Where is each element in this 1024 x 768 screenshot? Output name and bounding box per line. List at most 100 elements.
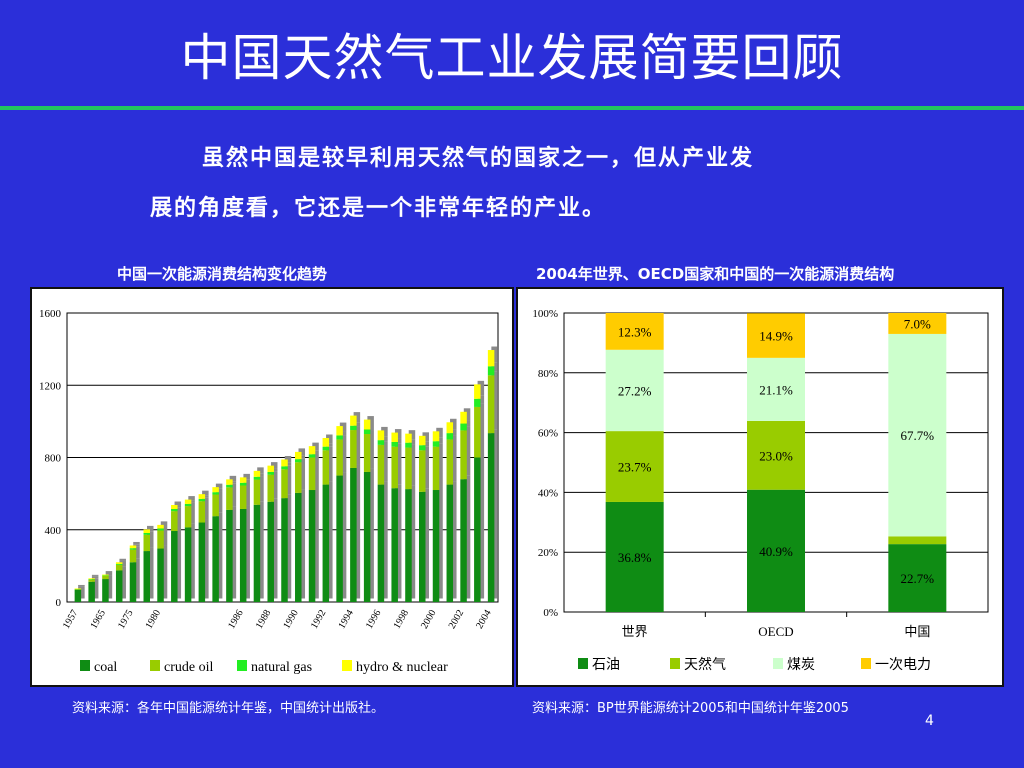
left-bar-coal [350,467,357,602]
left-x-tick-label: 1994 [336,608,356,631]
left-legend-swatch [237,660,247,671]
left-bar-shadow [491,429,498,599]
left-bar-shadow [78,586,85,599]
left-y-tick-label: 1600 [39,308,62,320]
left-bar-shadow [284,462,292,466]
left-bar-crude-oil [281,469,288,499]
left-bar-shadow [215,491,223,513]
left-bar-hydro-nuclear [487,350,495,367]
left-bar-natural-gas [391,441,398,447]
left-bar-shadow [477,454,485,599]
left-bar-natural-gas [226,484,233,488]
left-bar-shadow [91,574,99,576]
right-bar-segment [605,501,664,612]
left-bar-shadow [298,458,306,490]
left-bar-hydro-nuclear [418,435,426,446]
left-bar-hydro-nuclear [363,419,371,430]
left-bar-hydro-nuclear [474,384,481,399]
right-data-label: 22.7% [901,571,935,586]
left-bar-natural-gas [171,508,178,512]
left-bar-hydro-nuclear [295,451,302,460]
left-bar-crude-oil [460,430,467,480]
left-bar-shadow [408,439,416,445]
left-x-tick-label: 2000 [419,608,439,631]
left-bar-crude-oil [184,506,192,528]
left-bar-crude-oil [446,439,454,485]
left-bar-crude-oil [74,588,82,590]
right-bar-segment [888,313,947,334]
left-bar-shadow [215,488,223,492]
left-bar-hydro-nuclear [212,487,219,493]
left-bar-coal [377,484,385,602]
left-chart-panel: 0 400 800 1200 1600 1957 1965 1975 1980 1986 1988 1… [30,287,514,687]
left-bar-shadow [491,371,498,430]
left-bar-coal [432,490,440,602]
right-data-label: 21.1% [759,382,793,397]
left-y-tick-label: 400 [45,525,62,537]
right-legend-swatch [670,658,680,669]
left-bar-crude-oil [405,447,412,490]
left-bar-shadow [284,455,292,463]
left-bar-crude-oil [350,430,357,468]
left-bar-coal [405,489,412,602]
left-bar-crude-oil [198,501,206,523]
left-bar-shadow [160,545,168,599]
left-bar-shadow [270,468,278,472]
left-bar-shadow [78,584,85,586]
title-divider [0,106,1024,110]
right-legend-swatch [578,658,588,669]
left-bar-natural-gas [460,423,467,431]
left-bar-shadow [270,498,278,599]
left-bar-hydro-nuclear [308,446,316,455]
left-bar-shadow [188,523,195,599]
right-bar-segment [747,357,805,421]
left-bar-shadow [284,465,292,495]
left-bar-shadow [312,442,319,451]
left-bar-shadow [202,497,209,520]
left-bar-shadow [229,475,237,482]
left-x-tick-label: 1992 [309,608,329,631]
left-bar-coal [239,508,247,602]
left-bar-shadow [491,362,498,372]
left-bar-hydro-nuclear [157,524,164,529]
left-bar-crude-oil [267,474,274,502]
left-bar-natural-gas [184,503,192,507]
left-bar-shadow [105,571,113,573]
left-bar-crude-oil [143,534,151,552]
left-bar-coal [102,579,109,602]
right-x-tick-label: 中国 [904,624,930,639]
left-bar-shadow [257,476,264,502]
left-bar-natural-gas [350,425,357,431]
left-bar-shadow [450,481,457,599]
right-y-tick-label: 0% [543,607,558,619]
left-bar-natural-gas [363,429,371,435]
left-bar-shadow [312,486,319,599]
left-bar-crude-oil [418,450,426,492]
left-bar-crude-oil [432,446,440,491]
left-bar-hydro-nuclear [74,588,82,589]
left-bar-shadow [353,426,361,465]
left-bar-coal [267,501,274,602]
left-bar-coal [198,522,206,602]
left-x-tick-label: 1990 [281,608,301,631]
left-bar-shadow [133,544,140,547]
left-chart-svg: 0 400 800 1200 1600 1957 1965 1975 1980 1986 1988 1… [39,308,499,675]
left-bar-hydro-nuclear [322,437,330,447]
left-bar-shadow [381,481,388,599]
left-bar-coal [295,492,302,602]
left-bar-crude-oil [226,487,233,510]
left-bar-coal [171,531,178,602]
right-bar-segment [888,536,947,545]
right-legend-label: 石油 [592,657,620,673]
left-bar-shadow [188,502,195,524]
right-legend-swatch [773,658,783,669]
left-bar-shadow [257,467,264,474]
left-bar-natural-gas [446,433,454,440]
left-bar-coal [129,562,137,602]
left-bar-shadow [119,561,126,567]
right-y-tick-label: 20% [538,547,558,559]
left-bar-shadow [188,500,195,503]
left-bar-shadow [105,571,113,572]
left-bar-hydro-nuclear [115,562,123,565]
left-bar-shadow [367,426,374,431]
